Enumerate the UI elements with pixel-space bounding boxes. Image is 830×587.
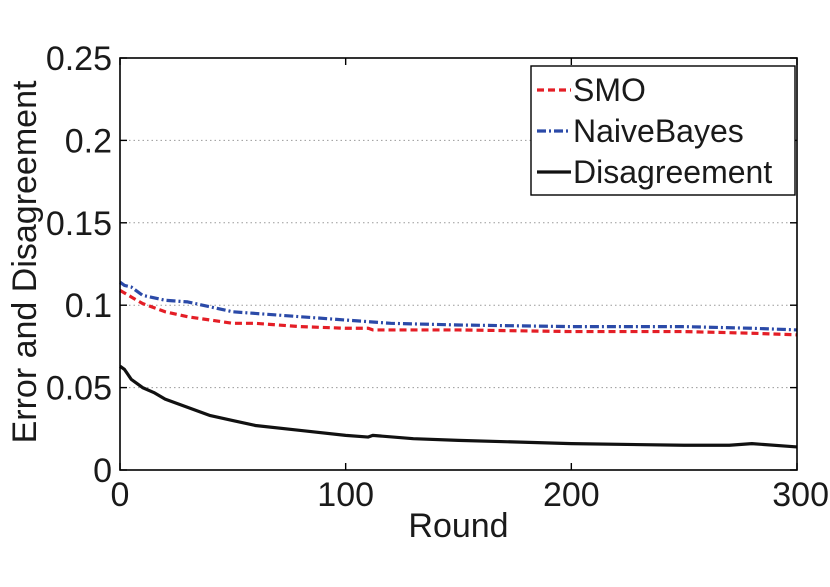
x-tick-label: 100 bbox=[317, 476, 374, 514]
x-tick-label: 200 bbox=[543, 476, 600, 514]
y-tick-label: 0 bbox=[93, 452, 112, 490]
y-tick-label: 0.1 bbox=[65, 287, 112, 325]
legend-label-smo: SMO bbox=[573, 72, 646, 108]
series-line-naivebayes bbox=[119, 280, 798, 332]
gridlines bbox=[120, 139, 797, 389]
plot-frame bbox=[119, 57, 798, 471]
y-axis-label: Error and Disagreement bbox=[6, 80, 44, 443]
series-line-smo bbox=[119, 288, 798, 337]
axis-labels: Round Error and Disagreement bbox=[6, 80, 509, 545]
legend: SMO NaiveBayes Disagreement bbox=[530, 65, 796, 196]
series-line-disagreement bbox=[119, 364, 798, 449]
x-tick-label: 300 bbox=[772, 476, 829, 514]
x-tick-label: 0 bbox=[111, 476, 130, 514]
axis-ticks: 0 0.05 0.1 0.15 0.2 0.25 0 100 200 300 bbox=[46, 40, 829, 514]
y-tick-label: 0.05 bbox=[46, 370, 112, 408]
legend-box bbox=[530, 65, 796, 196]
legend-label-naivebayes: NaiveBayes bbox=[573, 113, 744, 149]
y-tick-label: 0.15 bbox=[46, 205, 112, 243]
x-axis-label: Round bbox=[408, 507, 508, 545]
y-tick-label: 0.25 bbox=[46, 40, 112, 78]
legend-label-disagreement: Disagreement bbox=[573, 154, 772, 190]
series-lines bbox=[119, 280, 798, 449]
y-tick-label: 0.2 bbox=[65, 122, 112, 160]
